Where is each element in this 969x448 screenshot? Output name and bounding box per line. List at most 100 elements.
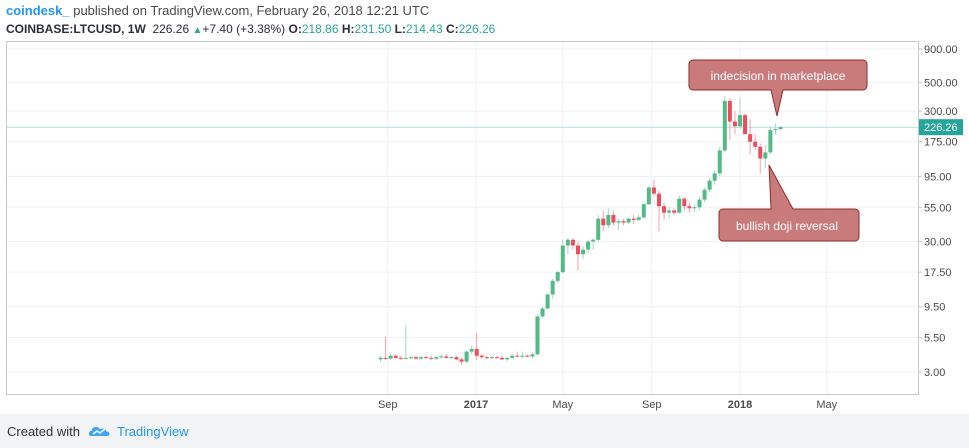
candle-body bbox=[738, 115, 742, 127]
high-label: H: bbox=[341, 22, 355, 36]
candle-body bbox=[530, 354, 535, 357]
candle bbox=[636, 214, 641, 222]
candle bbox=[732, 111, 737, 135]
created-with-text: Created with bbox=[7, 424, 80, 439]
candle-body bbox=[429, 357, 434, 359]
candle-body bbox=[753, 141, 758, 147]
symbol-label: COINBASE:LTCUSD, 1W bbox=[6, 22, 146, 36]
candle bbox=[535, 314, 540, 356]
candle-body bbox=[773, 129, 778, 131]
y-tick-label: 5.50 bbox=[924, 333, 945, 345]
candle-body bbox=[398, 357, 403, 359]
candle-body bbox=[702, 189, 707, 200]
last-price: 226.26 bbox=[152, 22, 190, 36]
candle bbox=[687, 202, 692, 213]
price-axis-line bbox=[918, 41, 919, 395]
candle-body bbox=[697, 199, 702, 208]
candle bbox=[682, 196, 687, 211]
candle bbox=[398, 355, 403, 361]
candle-body bbox=[636, 217, 641, 220]
tradingview-link[interactable]: TradingView bbox=[117, 424, 189, 439]
candle-body bbox=[454, 357, 459, 360]
candle-body bbox=[743, 115, 748, 135]
y-tick-label: 17.50 bbox=[924, 267, 952, 279]
candle bbox=[469, 345, 474, 355]
candle-body bbox=[439, 356, 444, 358]
open-value: 218.86 bbox=[301, 22, 339, 36]
candle-body bbox=[748, 134, 753, 142]
candle-body bbox=[631, 218, 636, 220]
candle bbox=[586, 239, 591, 254]
y-tick-label: 500.00 bbox=[924, 77, 958, 89]
candle-body bbox=[651, 187, 656, 194]
candle-body bbox=[540, 308, 545, 317]
candle-body bbox=[581, 249, 586, 255]
candle-body bbox=[560, 245, 565, 273]
candle bbox=[439, 354, 444, 359]
candle bbox=[712, 170, 717, 185]
tradingview-logo-icon[interactable] bbox=[88, 423, 112, 439]
candle bbox=[672, 208, 677, 215]
candle-body bbox=[596, 218, 601, 240]
candle bbox=[667, 207, 672, 219]
annotation-callout-bottom[interactable] bbox=[718, 164, 860, 242]
candle-body bbox=[570, 239, 575, 246]
candle-body bbox=[662, 206, 667, 213]
candle-body bbox=[479, 355, 484, 358]
candle bbox=[581, 245, 586, 260]
y-tick-label: 9.50 bbox=[924, 302, 945, 314]
candle-body bbox=[758, 146, 763, 159]
candle-body bbox=[621, 221, 626, 223]
x-tick-label: 2017 bbox=[464, 399, 488, 411]
candle bbox=[494, 355, 499, 359]
x-tick-label: 2018 bbox=[728, 399, 752, 411]
candle-body bbox=[611, 214, 616, 223]
candle bbox=[763, 145, 768, 169]
candle-body bbox=[763, 152, 768, 159]
candle-body bbox=[626, 218, 631, 223]
candle-body bbox=[616, 221, 621, 223]
change-value: +7.40 (+3.38%) bbox=[202, 22, 286, 36]
candle-body bbox=[545, 294, 550, 309]
candle-body bbox=[677, 198, 682, 213]
candle-body bbox=[515, 355, 520, 357]
candle-body bbox=[444, 356, 449, 358]
high-value: 231.50 bbox=[354, 22, 392, 36]
author-link[interactable]: coindesk_ bbox=[6, 3, 70, 18]
low-label: L: bbox=[394, 22, 406, 36]
candle bbox=[444, 354, 449, 359]
candle bbox=[575, 241, 580, 271]
candle-body bbox=[555, 272, 560, 281]
candle bbox=[646, 186, 651, 206]
candle bbox=[408, 355, 413, 360]
candle bbox=[616, 218, 621, 230]
candle-body bbox=[408, 357, 413, 359]
candle bbox=[550, 279, 555, 299]
y-tick-label: 900.00 bbox=[924, 44, 958, 56]
candle bbox=[748, 119, 753, 155]
candle-body bbox=[413, 357, 418, 359]
candle-body bbox=[707, 180, 712, 190]
candle-body bbox=[403, 357, 408, 359]
candle-body bbox=[510, 355, 515, 358]
candle bbox=[530, 351, 535, 359]
candle bbox=[489, 355, 494, 360]
candle bbox=[722, 96, 727, 153]
published-text: published on TradingView.com, February 2… bbox=[73, 3, 430, 18]
y-tick-label: 95.00 bbox=[924, 171, 952, 183]
candle-body bbox=[687, 206, 692, 209]
candle-body bbox=[641, 204, 646, 218]
candle-body bbox=[565, 239, 570, 246]
candle-body bbox=[449, 357, 454, 359]
footer-bar: Created with TradingView bbox=[0, 414, 969, 448]
candle-body bbox=[591, 239, 596, 242]
annotations: indecision in marketplace bullish doji re… bbox=[688, 59, 868, 242]
candle-body bbox=[393, 355, 398, 358]
candle bbox=[717, 146, 722, 177]
candle bbox=[434, 355, 439, 361]
candle-body bbox=[383, 357, 388, 359]
candle bbox=[424, 355, 429, 359]
annotation-callout-top[interactable] bbox=[688, 59, 868, 117]
candle-body bbox=[727, 100, 732, 122]
price-chart[interactable]: 900.00 500.00 300.00 175.00 95.00 55.00 30.00 1… bbox=[0, 0, 969, 414]
